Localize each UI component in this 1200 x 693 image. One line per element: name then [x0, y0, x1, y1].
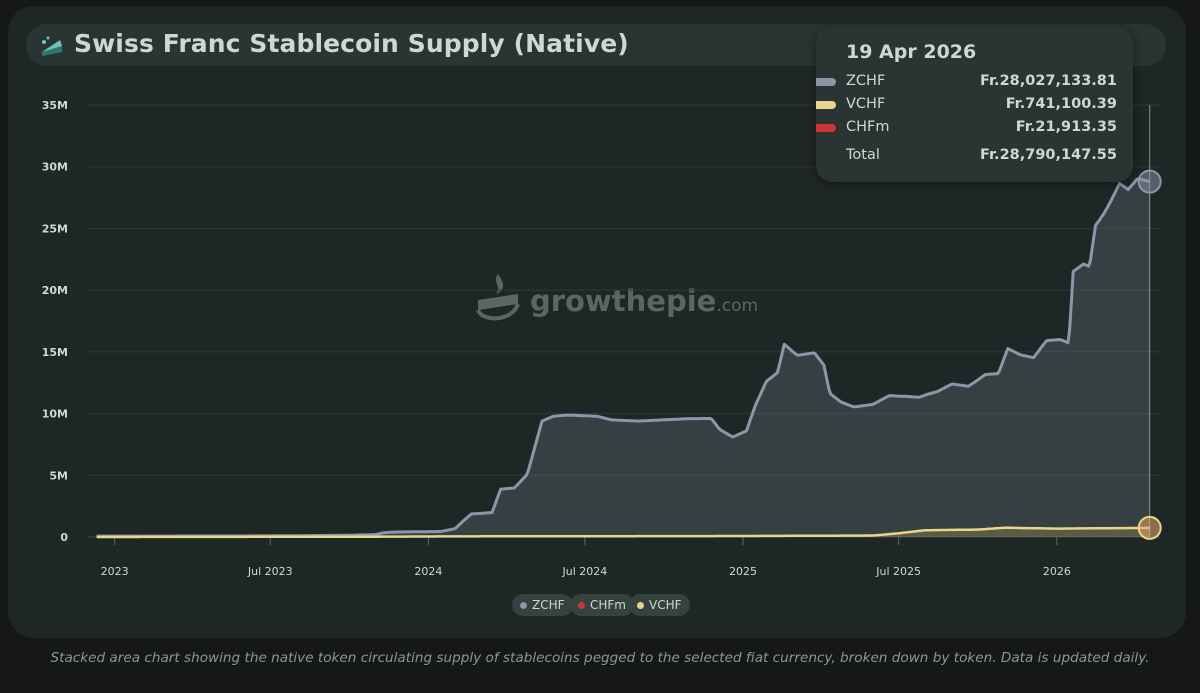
y-tick-label: 25M — [42, 222, 68, 235]
x-tick-label: Jul 2025 — [875, 565, 921, 578]
x-tick-label: Jul 2023 — [247, 565, 293, 578]
legend-dot — [520, 602, 527, 609]
x-tick-label: 2025 — [729, 565, 757, 578]
y-tick-label: 20M — [42, 284, 68, 297]
tooltip-series-name: VCHF — [846, 96, 886, 112]
zchf-area — [96, 178, 1150, 537]
tooltip-series-value: Fr.28,027,133.81 — [980, 73, 1117, 89]
tooltip: 19 Apr 2026 ZCHF Fr.28,027,133.81 VCHF F… — [816, 27, 1133, 182]
legend-item-chfm[interactable]: CHFm — [570, 594, 634, 616]
x-tick-label: 2024 — [414, 565, 442, 578]
tooltip-row-chfm: CHFm Fr.21,913.35 — [816, 119, 1133, 139]
y-tick-label: 35M — [42, 99, 68, 112]
tooltip-row-zchf: ZCHF Fr.28,027,133.81 — [816, 73, 1133, 93]
y-tick-label: 30M — [42, 161, 68, 174]
legend-label: CHFm — [590, 598, 626, 612]
legend-dot — [578, 602, 585, 609]
tooltip-series-name: CHFm — [846, 119, 890, 135]
chart-caption: Stacked area chart showing the native to… — [50, 650, 1150, 666]
chart-title: Swiss Franc Stablecoin Supply (Native) — [74, 29, 629, 58]
legend-item-zchf[interactable]: ZCHF — [512, 594, 573, 616]
tooltip-swatch — [816, 124, 836, 132]
y-tick-label: 15M — [42, 346, 68, 359]
tooltip-series-value: Fr.741,100.39 — [1005, 96, 1117, 112]
legend-label: ZCHF — [532, 598, 565, 612]
tooltip-date: 19 Apr 2026 — [846, 41, 977, 63]
tooltip-row-total: Total Fr.28,790,147.55 — [816, 147, 1133, 167]
watermark-suffix: .com — [716, 296, 759, 316]
tooltip-total-label: Total — [846, 147, 880, 163]
x-tick-label: 2026 — [1043, 565, 1071, 578]
pie-icon — [42, 36, 62, 56]
y-tick-label: 10M — [42, 408, 68, 421]
tooltip-swatch — [816, 78, 836, 86]
tooltip-series-name: ZCHF — [846, 73, 886, 89]
tooltip-series-value: Fr.21,913.35 — [1015, 119, 1117, 135]
y-tick-label: 0 — [60, 531, 68, 544]
x-tick-label: 2023 — [101, 565, 129, 578]
legend: ZCHF CHFm VCHF — [0, 594, 1200, 616]
legend-item-vchf[interactable]: VCHF — [629, 594, 690, 616]
zchf-hover-marker — [1137, 169, 1162, 194]
vchf-hover-marker — [1137, 515, 1162, 540]
tooltip-swatch — [816, 101, 836, 109]
tooltip-row-vchf: VCHF Fr.741,100.39 — [816, 96, 1133, 116]
legend-label: VCHF — [649, 598, 682, 612]
y-tick-label: 5M — [49, 469, 68, 482]
legend-dot — [637, 602, 644, 609]
growthepie-logo-icon — [476, 274, 520, 321]
tooltip-total-value: Fr.28,790,147.55 — [980, 147, 1117, 163]
vchf-line — [96, 526, 1151, 539]
x-tick-label: Jul 2024 — [562, 565, 608, 578]
